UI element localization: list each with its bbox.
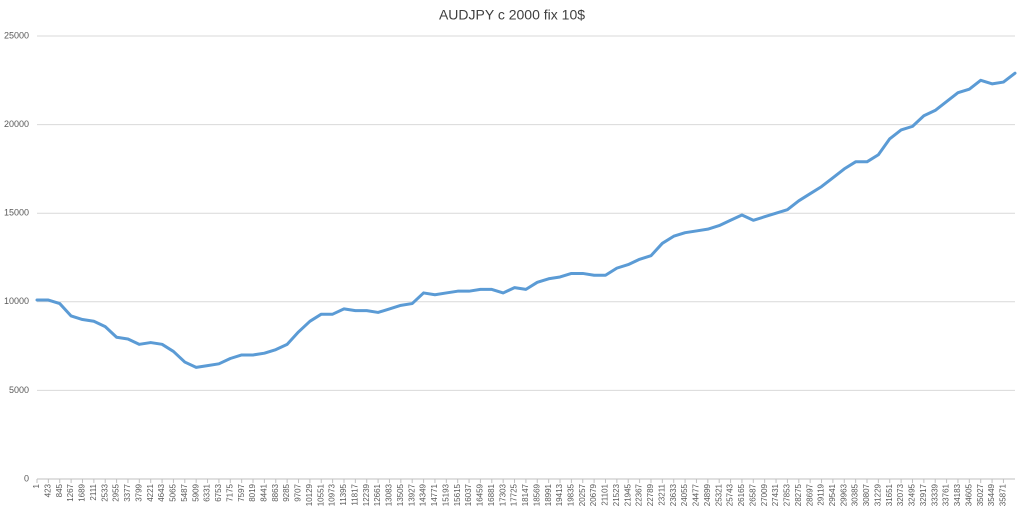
x-tick-label: 22789 [646, 483, 655, 506]
x-tick-label: 7597 [237, 483, 246, 501]
x-tick-label: 845 [55, 483, 64, 497]
x-tick-label: 2955 [112, 483, 121, 501]
x-tick-label: 21945 [623, 483, 632, 506]
x-tick-label: 13083 [385, 483, 394, 506]
x-tick-label: 35871 [999, 483, 1008, 506]
x-tick-label: 21523 [612, 483, 621, 506]
x-tick-label: 20679 [589, 483, 598, 506]
x-tick-label: 19835 [566, 483, 575, 506]
x-tick-label: 27009 [760, 483, 769, 506]
x-tick-label: 28275 [794, 483, 803, 506]
x-tick-label: 1267 [66, 483, 75, 501]
x-tick-label: 18147 [521, 483, 530, 506]
x-tick-label: 9285 [282, 483, 291, 501]
x-tick-label: 31229 [873, 483, 882, 506]
x-tick-label: 27431 [771, 483, 780, 506]
x-tick-label: 13505 [396, 483, 405, 506]
x-tick-label: 16037 [464, 483, 473, 506]
x-tick-label: 32495 [908, 483, 917, 506]
x-tick-label: 12661 [373, 483, 382, 506]
x-tick-label: 10973 [328, 483, 337, 506]
x-tick-label: 1 [32, 483, 41, 488]
x-tick-label: 11395 [339, 483, 348, 505]
y-tick-label: 20000 [4, 119, 29, 129]
x-tick-label: 5909 [191, 483, 200, 501]
x-tick-label: 17303 [498, 483, 507, 506]
x-tick-label: 6331 [203, 483, 212, 501]
x-tick-label: 7175 [225, 483, 234, 501]
x-tick-label: 30807 [862, 483, 871, 506]
x-tick-label: 29541 [828, 483, 837, 506]
x-tick-label: 1689 [78, 483, 87, 501]
x-tick-label: 32917 [919, 483, 928, 506]
x-tick-label: 14771 [430, 483, 439, 506]
x-tick-label: 22367 [635, 483, 644, 506]
x-tick-label: 35027 [976, 483, 985, 506]
x-tick-label: 13927 [407, 483, 416, 506]
x-tick-label: 16881 [487, 483, 496, 506]
x-tick-label: 5065 [169, 483, 178, 501]
x-tick-label: 29119 [817, 483, 826, 505]
x-tick-label: 20257 [578, 483, 587, 506]
x-tick-label: 32073 [896, 483, 905, 506]
x-tick-label: 27853 [783, 483, 792, 506]
x-tick-label: 31651 [885, 483, 894, 506]
x-tick-label: 5487 [180, 483, 189, 501]
x-tick-label: 18569 [532, 483, 541, 506]
x-tick-label: 16459 [476, 483, 485, 506]
x-tick-label: 23211 [657, 483, 666, 505]
x-tick-label: 34605 [964, 483, 973, 506]
y-tick-label: 25000 [4, 30, 29, 40]
x-tick-label: 10551 [316, 483, 325, 506]
x-tick-label: 11817 [350, 483, 359, 505]
x-tick-label: 19413 [555, 483, 564, 506]
y-tick-label: 10000 [4, 296, 29, 306]
x-tick-label: 28697 [805, 483, 814, 506]
x-tick-label: 2111 [89, 483, 98, 500]
x-tick-label: 24477 [692, 483, 701, 506]
x-tick-label: 24055 [680, 483, 689, 506]
x-tick-label: 3377 [123, 483, 132, 501]
x-tick-label: 23633 [669, 483, 678, 506]
x-tick-label: 35449 [987, 483, 996, 506]
x-tick-label: 15615 [453, 483, 462, 506]
x-tick-label: 6753 [214, 483, 223, 501]
x-tick-label: 4221 [146, 483, 155, 501]
x-tick-label: 423 [43, 483, 52, 497]
x-tick-label: 8441 [260, 483, 269, 501]
x-tick-label: 17725 [510, 483, 519, 506]
y-tick-label: 5000 [9, 385, 29, 395]
x-tick-label: 15193 [441, 483, 450, 506]
x-tick-label: 3799 [134, 483, 143, 501]
x-tick-label: 25321 [714, 483, 723, 506]
x-tick-label: 2533 [100, 483, 109, 501]
x-tick-label: 26165 [737, 483, 746, 506]
x-tick-label: 33761 [942, 483, 951, 506]
x-tick-label: 29963 [839, 483, 848, 506]
chart-title: AUDJPY c 2000 fix 10$ [439, 7, 585, 23]
x-tick-label: 18991 [544, 483, 553, 506]
y-tick-label: 0 [24, 473, 29, 483]
y-tick-label: 15000 [4, 208, 29, 218]
x-tick-label: 30385 [851, 483, 860, 506]
x-tick-label: 4643 [157, 483, 166, 501]
x-tick-label: 25743 [726, 483, 735, 506]
x-tick-label: 26587 [748, 483, 757, 506]
x-tick-label: 14349 [419, 483, 428, 506]
x-tick-label: 34183 [953, 483, 962, 506]
x-tick-label: 9707 [294, 483, 303, 501]
x-tick-label: 21101 [601, 483, 610, 505]
x-tick-label: 24899 [703, 483, 712, 506]
x-tick-label: 8863 [271, 483, 280, 501]
x-tick-label: 10129 [305, 483, 314, 506]
data-line [35, 71, 1017, 369]
x-tick-label: 33339 [930, 483, 939, 506]
x-tick-label: 12239 [362, 483, 371, 506]
x-tick-label: 8019 [248, 483, 257, 501]
